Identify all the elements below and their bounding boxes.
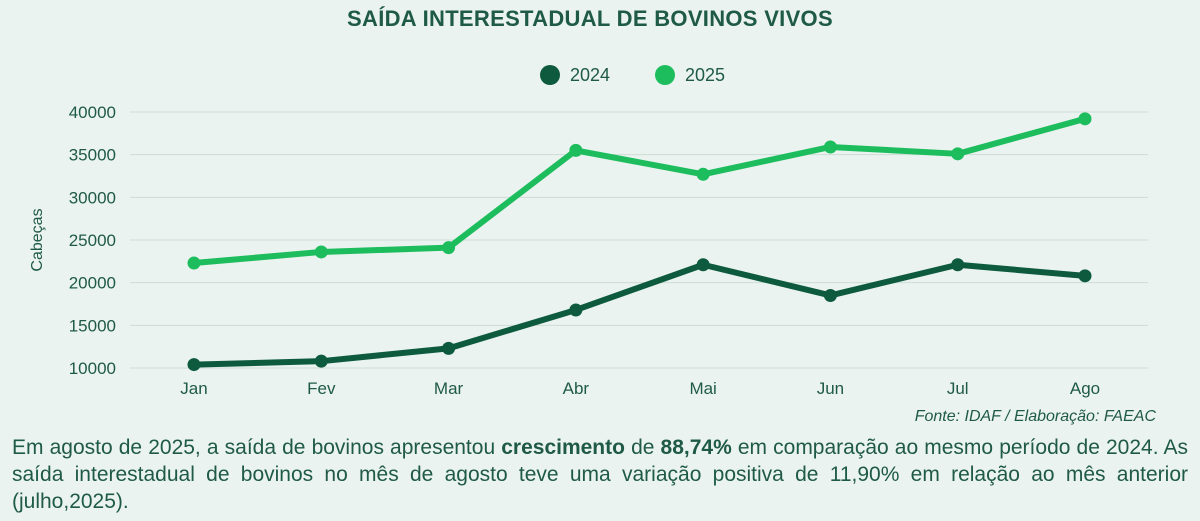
caption-part-1: Em agosto de 2025, a saída de bovinos ap…	[12, 436, 502, 459]
x-tick-label: Mai	[689, 379, 716, 398]
y-tick-label: 25000	[69, 231, 116, 250]
y-tick-label: 30000	[69, 188, 116, 207]
data-point	[1078, 269, 1092, 283]
series-line	[191, 115, 1088, 267]
legend-item-2025: 2025	[655, 65, 725, 85]
data-point	[951, 258, 965, 272]
caption-part-3: em comparação ao mesmo período de 2024. …	[12, 436, 1188, 513]
caption-bold-growth: crescimento	[501, 436, 625, 459]
chart-title: SAÍDA INTERESTADUAL DE BOVINOS VIVOS	[347, 6, 833, 31]
y-tick-label: 10000	[69, 359, 116, 378]
source-note: Fonte: IDAF / Elaboração: FAEAC	[914, 408, 1156, 425]
y-axis-title: Cabeças	[29, 208, 46, 271]
data-point	[569, 143, 583, 157]
caption-text: Em agosto de 2025, a saída de bovinos ap…	[12, 434, 1188, 515]
y-tick-label: 15000	[69, 316, 116, 335]
data-point	[569, 303, 583, 317]
y-tick-label: 40000	[69, 103, 116, 122]
series-lines	[187, 112, 1092, 372]
x-tick-label: Ago	[1070, 379, 1100, 398]
series-2025	[187, 112, 1092, 270]
x-tick-label: Fev	[307, 379, 336, 398]
y-tick-label: 35000	[69, 146, 116, 165]
legend: 2024 2025	[540, 65, 725, 85]
line-chart: 10000 15000 20000 25000 30000 35000 40000 Jan F…	[29, 65, 1148, 398]
y-tick-label: 20000	[69, 274, 116, 293]
x-tick-label: Abr	[563, 379, 590, 398]
x-axis-ticks: Jan Fev Mar Abr Mai Jun Jul Ago	[180, 379, 1100, 398]
legend-item-2024: 2024	[540, 65, 610, 85]
legend-label: 2025	[685, 65, 725, 85]
series-2024	[187, 258, 1092, 372]
gridlines	[130, 111, 1148, 369]
legend-label: 2024	[570, 65, 610, 85]
x-tick-label: Mar	[434, 379, 464, 398]
data-point	[442, 341, 456, 355]
legend-marker	[655, 65, 675, 85]
data-point	[823, 288, 837, 302]
data-point	[696, 258, 710, 272]
x-tick-label: Jun	[817, 379, 844, 398]
caption-part-2: de	[624, 436, 661, 459]
caption-bold-percent: 88,74%	[660, 436, 732, 459]
data-point	[442, 241, 456, 255]
legend-marker	[540, 65, 560, 85]
series-line	[191, 261, 1088, 368]
data-point	[1078, 112, 1092, 126]
data-point	[314, 354, 328, 368]
y-axis-ticks: 10000 15000 20000 25000 30000 35000 40000	[69, 103, 116, 378]
data-point	[951, 147, 965, 161]
data-point	[696, 167, 710, 181]
data-point	[187, 256, 201, 270]
x-tick-label: Jan	[180, 379, 207, 398]
data-point	[187, 358, 201, 372]
x-tick-label: Jul	[947, 379, 969, 398]
data-point	[314, 245, 328, 259]
data-point	[823, 140, 837, 154]
